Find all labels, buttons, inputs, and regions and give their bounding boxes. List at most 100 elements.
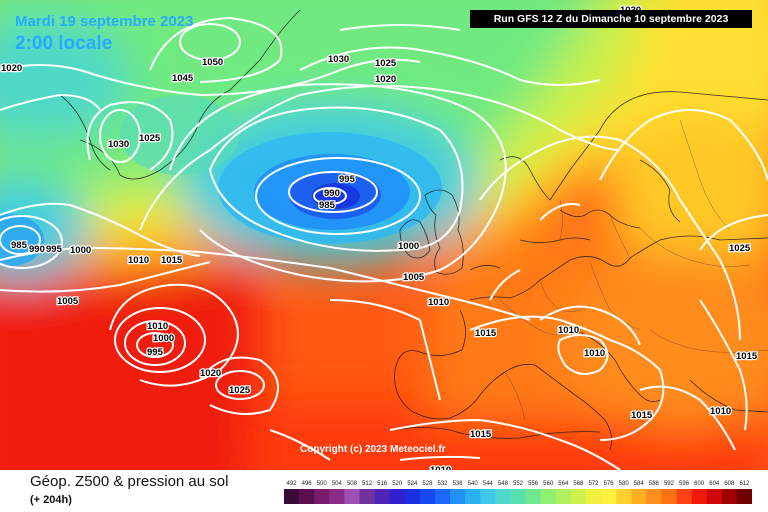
isobar-label: 995 (147, 347, 164, 358)
scale-tick-label: 588 (649, 481, 660, 487)
isobar-label: 1030 (108, 139, 129, 150)
scale-swatch (465, 489, 481, 504)
scale-swatch (631, 489, 647, 504)
isobar-label: 995 (46, 244, 63, 255)
scale-swatch (736, 489, 752, 504)
scale-swatch (691, 489, 708, 504)
isobar-label: 1000 (70, 245, 91, 256)
isobar-label: 1010 (128, 255, 149, 266)
isobar-lines (0, 17, 768, 470)
lead-time: (+ 204h) (30, 494, 72, 506)
isobar-label: 1045 (172, 73, 194, 84)
scale-swatch (616, 489, 632, 504)
scale-swatch (434, 489, 451, 504)
isobar-label: 1025 (729, 243, 751, 254)
isobar-label: 1025 (229, 385, 251, 396)
isobar-label: 1010 (147, 321, 168, 332)
scale-swatch (525, 489, 541, 504)
scale-swatch (480, 489, 496, 504)
isobar-label: 1010 (428, 297, 449, 308)
isobar-label: 1015 (470, 429, 492, 440)
isobar-label: 1015 (475, 328, 497, 339)
isobar-label: 1010 (558, 325, 579, 336)
scale-tick-label: 552 (513, 481, 524, 487)
copyright-notice: Copyright (c) 2023 Meteociel.fr (300, 444, 446, 455)
isobar-label: 990 (29, 244, 45, 255)
scale-swatch (721, 489, 738, 504)
scale-tick-label: 568 (573, 481, 584, 487)
isobar-label: 1000 (398, 241, 419, 252)
isobar-label: 995 (339, 174, 356, 185)
isobar-label: 1010 (710, 406, 731, 417)
scale-tick-label: 508 (347, 481, 358, 487)
scale-swatch (284, 489, 300, 504)
forecast-date: Mardi 19 septembre 2023 (15, 13, 194, 30)
scale-swatch (495, 489, 511, 504)
scale-tick-label: 548 (498, 481, 509, 487)
scale-tick-label: 584 (634, 481, 645, 487)
isobar-label: 1010 (584, 348, 605, 359)
isobar-label: 1020 (1, 63, 22, 74)
isobar-label: 1015 (631, 410, 653, 421)
isobar-label: 1005 (403, 272, 425, 283)
scale-tick-label: 596 (679, 481, 690, 487)
forecast-local-time: 2:00 locale (15, 33, 113, 54)
isobar-label: 1020 (375, 74, 396, 85)
scale-tick-label: 512 (362, 481, 373, 487)
scale-swatch (404, 489, 421, 504)
isobar-label: 1000 (153, 333, 174, 344)
scale-tick-label: 608 (724, 481, 735, 487)
scale-swatch (374, 489, 390, 504)
scale-tick-label: 580 (619, 481, 630, 487)
scale-swatch (329, 489, 345, 504)
scale-swatch (706, 489, 723, 504)
isobar-label: 1050 (202, 57, 223, 68)
coastlines (59, 9, 768, 451)
scale-tick-label: 520 (392, 481, 403, 487)
scale-tick-label: 600 (694, 481, 705, 487)
scale-tick-label: 564 (558, 481, 569, 487)
isobar-label: 985 (319, 200, 336, 211)
scale-tick-label: 532 (438, 481, 449, 487)
isobar-label: 1005 (57, 296, 79, 307)
scale-tick-label: 500 (317, 481, 328, 487)
isobar-label: 990 (324, 188, 340, 199)
scale-swatch (540, 489, 557, 504)
scale-swatch (510, 489, 526, 504)
scale-tick-label: 528 (422, 481, 433, 487)
scale-tick-label: 556 (528, 481, 539, 487)
isobar-label: 1025 (139, 133, 161, 144)
isobar-label: 1015 (736, 351, 758, 362)
scale-swatch (601, 489, 617, 504)
scale-tick-label: 496 (302, 481, 313, 487)
scale-swatch (314, 489, 330, 504)
scale-swatch (676, 489, 692, 504)
isobar-label: 1010 (430, 465, 451, 470)
scale-swatch (299, 489, 315, 504)
scale-tick-label: 516 (377, 481, 388, 487)
scale-tick-label: 524 (407, 481, 418, 487)
scale-tick-label: 540 (468, 481, 479, 487)
scale-swatch (450, 489, 466, 504)
scale-swatch (646, 489, 662, 504)
scale-swatch (344, 489, 360, 504)
scale-tick-label: 604 (709, 481, 720, 487)
scale-tick-label: 572 (588, 481, 599, 487)
scale-swatch (419, 489, 436, 504)
scale-tick-label: 576 (604, 481, 615, 487)
isobar-label: 1025 (375, 58, 397, 69)
scale-swatch (585, 489, 602, 504)
scale-swatch (389, 489, 406, 504)
scale-tick-label: 492 (287, 481, 298, 487)
scale-swatch (661, 489, 677, 504)
model-run-banner: Run GFS 12 Z du Dimanche 10 septembre 20… (470, 10, 752, 28)
z500-color-scale: 492 496 500 504 508 512 516 520 524 528 532 536 540 5… (284, 481, 752, 504)
isobar-label: 1030 (328, 54, 349, 65)
isobar-label: 1015 (161, 255, 183, 266)
scale-tick-label: 536 (453, 481, 464, 487)
scale-swatch (359, 489, 375, 504)
z500-field (0, 0, 768, 470)
